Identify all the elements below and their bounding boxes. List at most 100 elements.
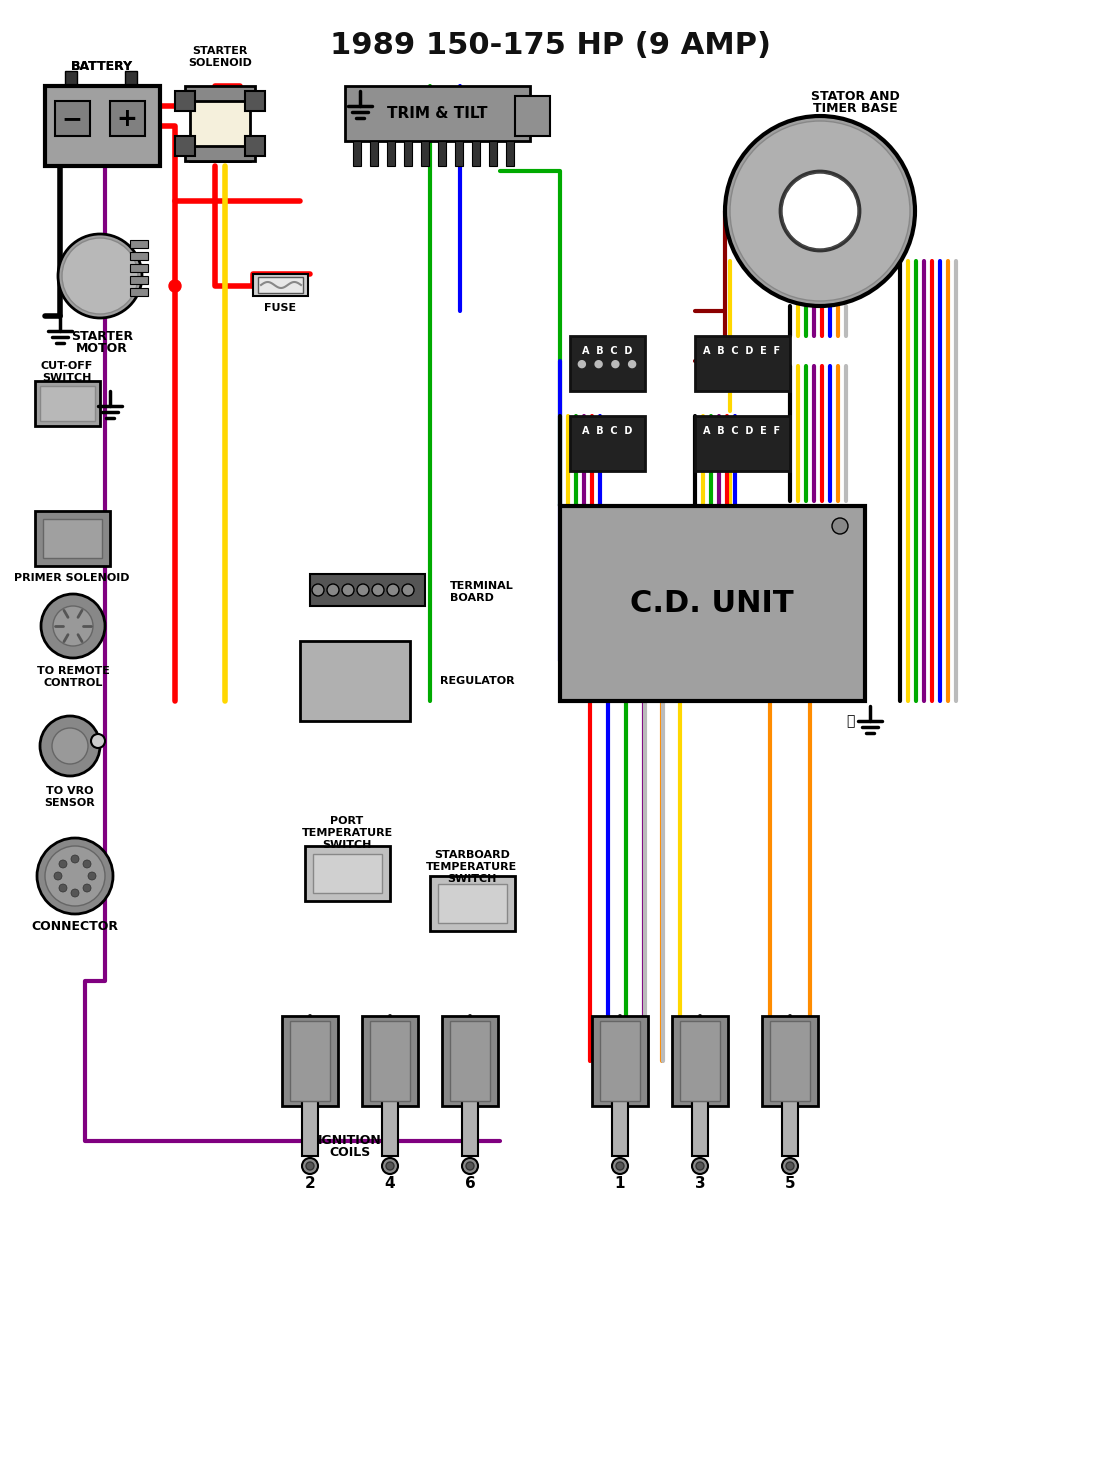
FancyBboxPatch shape xyxy=(110,101,145,136)
Text: SOLENOID: SOLENOID xyxy=(188,58,252,69)
FancyBboxPatch shape xyxy=(592,1015,648,1106)
FancyBboxPatch shape xyxy=(300,641,410,720)
FancyBboxPatch shape xyxy=(450,1021,490,1102)
FancyBboxPatch shape xyxy=(612,1102,628,1156)
Text: PRIMER SOLENOID: PRIMER SOLENOID xyxy=(14,573,130,583)
FancyBboxPatch shape xyxy=(130,276,148,283)
Text: IGNITION: IGNITION xyxy=(318,1135,382,1147)
Circle shape xyxy=(730,121,910,301)
FancyBboxPatch shape xyxy=(430,877,515,931)
FancyBboxPatch shape xyxy=(462,1102,478,1156)
FancyBboxPatch shape xyxy=(40,386,95,421)
Text: +: + xyxy=(117,107,138,131)
Text: 1989 150-175 HP (9 AMP): 1989 150-175 HP (9 AMP) xyxy=(330,32,770,60)
Circle shape xyxy=(616,1161,624,1170)
FancyBboxPatch shape xyxy=(692,1102,708,1156)
FancyBboxPatch shape xyxy=(695,336,790,392)
Circle shape xyxy=(358,584,368,596)
FancyBboxPatch shape xyxy=(560,506,865,701)
Text: SENSOR: SENSOR xyxy=(45,798,96,808)
Circle shape xyxy=(54,872,62,880)
Text: BATTERY: BATTERY xyxy=(70,60,133,73)
Circle shape xyxy=(466,1161,474,1170)
Text: 2: 2 xyxy=(305,1176,316,1192)
Circle shape xyxy=(302,1159,318,1175)
Text: CONNECTOR: CONNECTOR xyxy=(32,919,119,932)
FancyBboxPatch shape xyxy=(65,72,77,86)
Text: TRIM & TILT: TRIM & TILT xyxy=(387,107,487,121)
Text: CONTROL: CONTROL xyxy=(43,678,102,688)
Text: 6: 6 xyxy=(464,1176,475,1192)
Circle shape xyxy=(386,1161,394,1170)
Text: SWITCH: SWITCH xyxy=(42,373,91,383)
Text: ●  ●  ●  ●: ● ● ● ● xyxy=(578,359,637,370)
Circle shape xyxy=(342,584,354,596)
Circle shape xyxy=(782,1159,797,1175)
Circle shape xyxy=(786,1161,794,1170)
Circle shape xyxy=(832,519,848,535)
Circle shape xyxy=(40,716,100,776)
Circle shape xyxy=(37,839,113,915)
Text: ⏚: ⏚ xyxy=(846,714,855,728)
Circle shape xyxy=(327,584,339,596)
FancyBboxPatch shape xyxy=(190,91,250,161)
FancyBboxPatch shape xyxy=(185,146,255,161)
Circle shape xyxy=(372,584,384,596)
FancyBboxPatch shape xyxy=(55,101,90,136)
FancyBboxPatch shape xyxy=(345,86,530,142)
Circle shape xyxy=(312,584,324,596)
Text: A  B  C  D  E  F: A B C D E F xyxy=(703,427,781,435)
Circle shape xyxy=(387,584,399,596)
FancyBboxPatch shape xyxy=(490,142,497,167)
FancyBboxPatch shape xyxy=(782,1102,797,1156)
Circle shape xyxy=(692,1159,708,1175)
Circle shape xyxy=(696,1161,704,1170)
FancyBboxPatch shape xyxy=(438,142,446,167)
Text: SWITCH: SWITCH xyxy=(322,840,372,850)
FancyBboxPatch shape xyxy=(290,1021,330,1102)
Text: COILS: COILS xyxy=(329,1147,371,1160)
Circle shape xyxy=(45,846,104,906)
FancyBboxPatch shape xyxy=(438,884,507,923)
Circle shape xyxy=(72,888,79,897)
Circle shape xyxy=(402,584,414,596)
FancyBboxPatch shape xyxy=(175,91,195,111)
Text: FUSE: FUSE xyxy=(264,302,296,313)
Circle shape xyxy=(780,171,860,251)
Circle shape xyxy=(725,115,915,305)
FancyBboxPatch shape xyxy=(387,142,395,167)
FancyBboxPatch shape xyxy=(245,136,265,156)
FancyBboxPatch shape xyxy=(762,1015,818,1106)
FancyBboxPatch shape xyxy=(515,96,550,136)
Circle shape xyxy=(53,606,94,646)
Text: BOARD: BOARD xyxy=(450,593,494,603)
FancyBboxPatch shape xyxy=(362,1015,418,1106)
Circle shape xyxy=(306,1161,313,1170)
FancyBboxPatch shape xyxy=(472,142,480,167)
FancyBboxPatch shape xyxy=(258,278,303,294)
Text: A  B  C  D  E  F: A B C D E F xyxy=(703,346,781,356)
FancyBboxPatch shape xyxy=(130,264,148,272)
FancyBboxPatch shape xyxy=(302,1102,318,1156)
FancyBboxPatch shape xyxy=(43,519,102,558)
Text: −: − xyxy=(62,107,82,131)
Text: STARTER: STARTER xyxy=(70,330,133,342)
FancyBboxPatch shape xyxy=(130,240,148,248)
FancyBboxPatch shape xyxy=(245,91,265,111)
FancyBboxPatch shape xyxy=(305,846,390,901)
Text: TO VRO: TO VRO xyxy=(46,786,94,796)
Circle shape xyxy=(169,281,182,292)
FancyBboxPatch shape xyxy=(175,136,195,156)
Text: CUT-OFF: CUT-OFF xyxy=(41,361,94,371)
Circle shape xyxy=(62,238,138,314)
Text: 1: 1 xyxy=(615,1176,625,1192)
FancyBboxPatch shape xyxy=(600,1021,640,1102)
Text: C.D. UNIT: C.D. UNIT xyxy=(630,589,794,618)
Circle shape xyxy=(82,884,91,893)
Circle shape xyxy=(612,1159,628,1175)
FancyBboxPatch shape xyxy=(35,381,100,427)
FancyBboxPatch shape xyxy=(282,1015,338,1106)
FancyBboxPatch shape xyxy=(382,1102,398,1156)
FancyBboxPatch shape xyxy=(680,1021,720,1102)
Text: TERMINAL: TERMINAL xyxy=(450,581,514,592)
